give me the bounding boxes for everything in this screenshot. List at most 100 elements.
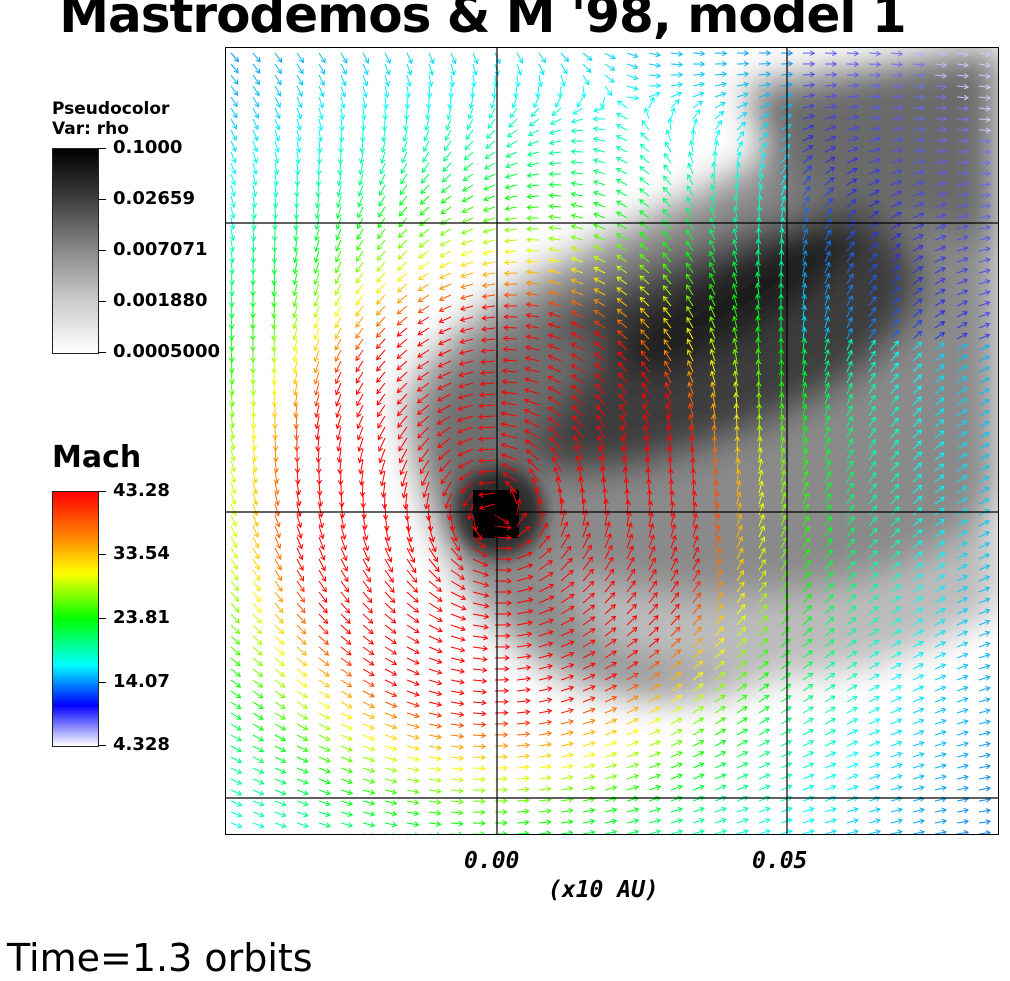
vector-arrowhead [324,661,330,667]
vector-arrowhead [368,650,375,656]
vector-arrow [846,572,856,582]
vector-arrow [296,74,303,86]
vector-arrowhead [436,669,443,675]
vector-arrowhead [984,453,990,460]
vector-arrowhead [422,492,428,499]
vector-arrowhead [356,400,362,407]
vector-arrow [447,107,452,120]
vector-arrowhead [763,683,770,689]
vector-arrowhead [765,92,771,98]
vector-arrow [419,206,430,216]
vector-arrow [538,595,554,604]
vector-arrow [802,751,814,758]
vector-arrowhead [686,185,692,191]
vector-arrow [296,140,300,153]
vector-arrow [648,592,658,604]
vector-arrow [438,360,452,368]
vector-arrow [890,106,903,109]
vector-arrow [736,480,740,494]
vector-arrowhead [698,706,705,712]
vector-arrowhead [458,711,465,718]
vector-arrowhead [255,575,261,581]
vector-arrowhead [254,553,260,560]
vector-arrowhead [741,112,748,118]
vector-arrowhead [963,224,969,230]
vector-arrowhead [237,823,243,829]
vector-arrow [692,603,702,615]
vector-arrowhead [764,694,770,700]
vector-arrow [274,580,283,592]
vector-arrowhead [335,246,341,252]
vector-arrowhead [853,125,859,131]
vector-arrow [377,228,386,239]
vector-arrowhead [917,585,924,591]
vector-arrow [912,697,924,703]
vector-arrow [406,63,412,75]
vector-arrowhead [755,249,761,255]
vector-arrowhead [233,596,240,603]
vector-arrow [780,174,788,186]
vector-arrow [472,778,486,781]
vector-arrowhead [375,321,382,327]
vector-arrowhead [526,151,533,157]
vector-arrow [802,327,806,340]
vector-arrow [978,443,990,450]
vector-arrow [571,343,584,351]
vector-arrowhead [609,77,615,83]
vector-arrowhead [720,728,727,734]
vector-arrowhead [759,502,765,509]
vector-arrowhead [824,283,831,289]
vector-arrow [340,63,347,75]
vector-arrowhead [831,61,838,67]
vector-arrow [359,459,364,474]
vector-arrowhead [357,446,363,452]
vector-arrowhead [233,90,239,97]
vector-arrow [710,327,716,340]
vector-arrowhead [755,315,761,321]
vector-arrow [479,503,496,509]
vector-arrow [516,621,533,626]
vector-arrow [824,240,831,252]
vector-arrow [296,602,306,613]
vector-arrowhead [778,381,785,387]
plot-area[interactable] [225,47,999,835]
vector-arrow [252,778,264,785]
vector-arrow [824,126,836,131]
vector-arrow [384,690,397,697]
vector-arrow [439,283,452,290]
vector-arrow [376,305,386,316]
vector-arrowhead [633,63,639,70]
vector-arrowhead [699,50,706,57]
vector-arrowhead [391,660,398,666]
vector-arrowhead [611,751,618,758]
vector-arrow [538,642,553,648]
vector-arrowhead [275,113,281,120]
vector-arrowhead [919,105,926,111]
vector-arrowhead [735,457,741,464]
vector-arrowhead [655,51,662,58]
vector-arrowhead [401,147,408,153]
vector-arrowhead [458,787,464,794]
vector-arrowhead [643,424,649,431]
vector-arrow [868,106,881,109]
vector-arrowhead [505,163,511,169]
vector-arrow [296,558,304,571]
vector-arrowhead [414,659,420,665]
vector-arrowhead [850,209,856,215]
vector-arrow [956,354,968,362]
vector-arrowhead [592,147,599,153]
vector-arrowhead [416,386,423,392]
vector-arrowhead [827,197,834,204]
vector-arrow [252,756,264,763]
vector-arrowhead [685,251,691,257]
vector-arrowhead [872,572,879,578]
vector-arrow [890,275,900,285]
vector-arrow [482,272,496,276]
vector-arrow [274,569,282,581]
vector-arrow [384,800,397,805]
vector-arrow [468,107,474,119]
vector-arrowhead [825,239,832,246]
vector-arrow [314,349,320,362]
vector-arrowhead [256,628,263,635]
vector-arrow [736,514,742,527]
